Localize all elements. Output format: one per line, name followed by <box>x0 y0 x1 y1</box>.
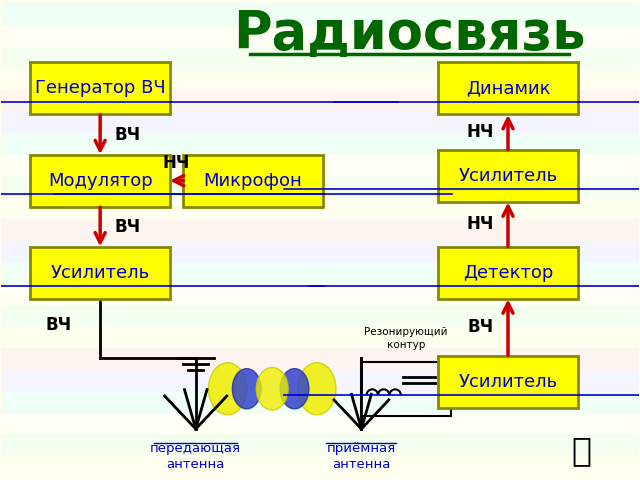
Bar <box>1 3 639 25</box>
Text: 🐢: 🐢 <box>572 434 591 467</box>
FancyBboxPatch shape <box>438 62 578 115</box>
FancyBboxPatch shape <box>438 356 578 408</box>
Text: Радиосвязь: Радиосвязь <box>233 8 586 60</box>
Bar <box>1 390 639 412</box>
Bar <box>1 369 639 390</box>
Text: ВЧ: ВЧ <box>468 318 494 336</box>
Ellipse shape <box>280 369 309 409</box>
Text: Усилитель: Усилитель <box>458 167 557 185</box>
Text: передающая
антенна: передающая антенна <box>150 442 241 471</box>
Bar <box>1 132 639 154</box>
Bar <box>362 361 451 416</box>
Bar <box>1 412 639 433</box>
Bar <box>1 455 639 476</box>
Ellipse shape <box>232 369 261 409</box>
Text: Усилитель: Усилитель <box>51 264 150 282</box>
Text: Резонирующий
контур: Резонирующий контур <box>364 327 448 350</box>
FancyBboxPatch shape <box>438 150 578 202</box>
Bar <box>1 197 639 218</box>
Bar <box>1 218 639 240</box>
FancyBboxPatch shape <box>30 247 170 299</box>
FancyBboxPatch shape <box>438 247 578 299</box>
Text: НЧ: НЧ <box>163 154 190 172</box>
Text: ВЧ: ВЧ <box>114 126 140 144</box>
Text: Детектор: Детектор <box>463 264 553 282</box>
FancyBboxPatch shape <box>30 62 170 115</box>
Text: Модулятор: Модулятор <box>48 172 152 190</box>
Ellipse shape <box>209 363 246 415</box>
Bar <box>1 89 639 111</box>
Bar <box>1 154 639 175</box>
Bar <box>1 68 639 89</box>
FancyBboxPatch shape <box>183 155 323 207</box>
Bar <box>1 47 639 68</box>
Text: НЧ: НЧ <box>467 123 494 141</box>
Ellipse shape <box>256 368 288 410</box>
Bar <box>1 111 639 132</box>
Text: Динамик: Динамик <box>466 80 550 97</box>
Text: Микрофон: Микрофон <box>204 172 303 190</box>
Ellipse shape <box>298 363 336 415</box>
Text: приёмная
антенна: приёмная антенна <box>327 442 396 471</box>
Bar <box>1 283 639 304</box>
Bar <box>1 433 639 455</box>
Bar <box>1 25 639 47</box>
Bar <box>1 175 639 197</box>
Bar <box>1 240 639 261</box>
Text: Усилитель: Усилитель <box>458 372 557 391</box>
Text: ВЧ: ВЧ <box>114 218 140 236</box>
Bar <box>1 304 639 326</box>
Bar <box>1 347 639 369</box>
FancyBboxPatch shape <box>30 155 170 207</box>
Text: ВЧ: ВЧ <box>45 316 72 334</box>
Text: НЧ: НЧ <box>467 216 494 233</box>
Bar <box>1 326 639 347</box>
Bar <box>1 261 639 283</box>
Text: Генератор ВЧ: Генератор ВЧ <box>35 80 166 97</box>
